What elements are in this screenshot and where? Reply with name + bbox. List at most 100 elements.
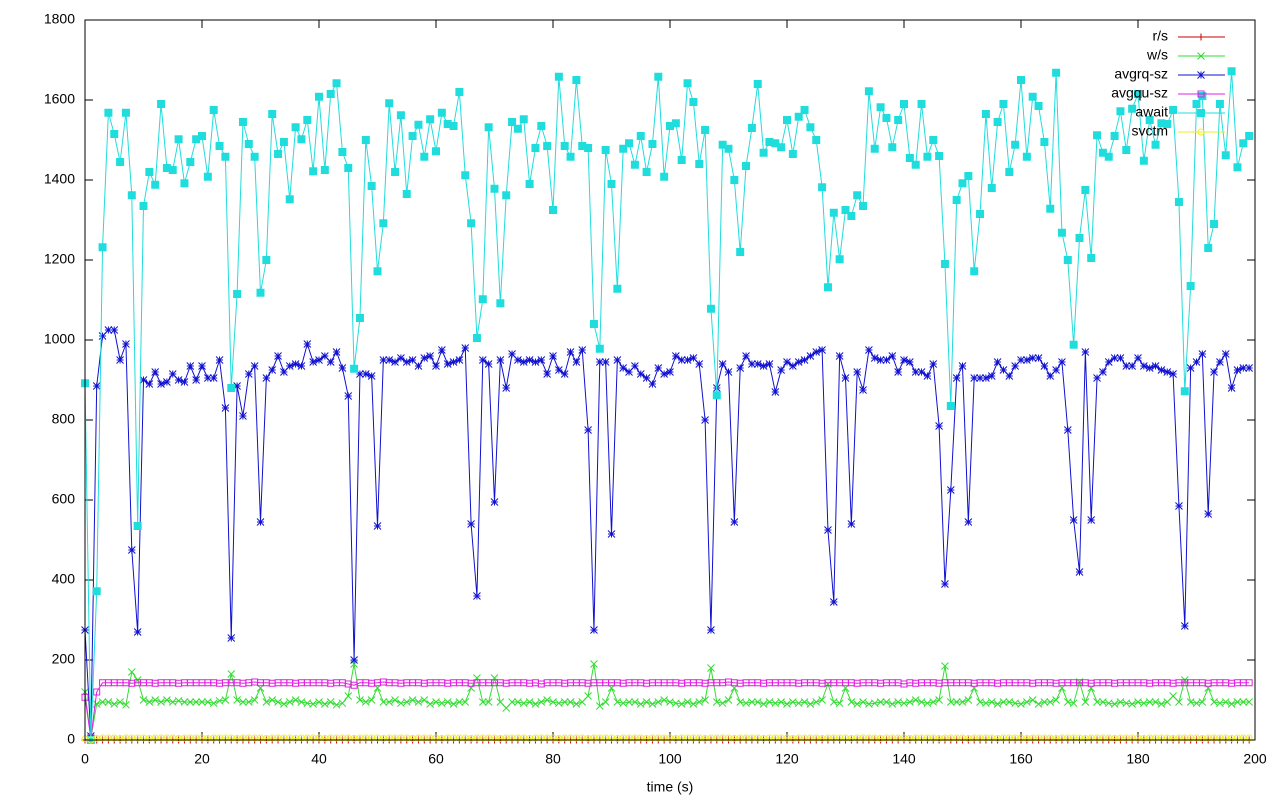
data-point: [426, 115, 435, 124]
data-point: [525, 356, 534, 364]
data-point: [806, 123, 815, 132]
data-point: [1075, 234, 1084, 242]
data-point: [812, 136, 821, 144]
data-point: [976, 374, 984, 382]
data-point: [309, 167, 318, 176]
data-point: [941, 580, 949, 588]
data-point: [736, 698, 745, 706]
data-point: [315, 698, 323, 706]
data-point: [759, 148, 768, 157]
data-point: [274, 150, 283, 158]
data-point: [244, 140, 253, 148]
data-point: [917, 698, 926, 706]
data-point: [1034, 700, 1043, 708]
data-point: [777, 698, 786, 706]
data-point: [572, 358, 581, 366]
data-point: [221, 404, 230, 412]
data-point: [888, 700, 897, 708]
x-tick-label: 80: [545, 751, 561, 767]
data-point: [338, 364, 347, 372]
data-point: [256, 518, 265, 526]
data-point: [578, 698, 587, 706]
data-point: [1128, 700, 1137, 708]
data-point: [777, 366, 786, 374]
data-point: [1069, 699, 1078, 708]
data-point: [1239, 698, 1248, 706]
data-point: [1075, 568, 1084, 576]
data-point: [227, 384, 236, 392]
data-point: [180, 698, 189, 706]
x-tick-label: 0: [81, 751, 89, 767]
data-point: [350, 681, 358, 689]
data-point: [566, 348, 575, 356]
data-point: [730, 176, 739, 184]
data-point: [666, 698, 674, 706]
data-point: [537, 698, 546, 706]
data-point: [560, 370, 569, 378]
data-point: [1110, 132, 1119, 140]
data-point: [876, 698, 885, 706]
data-point: [777, 143, 786, 152]
data-point: [356, 370, 364, 378]
data-point: [502, 191, 511, 200]
data-point: [976, 210, 985, 218]
data-point: [677, 700, 686, 708]
data-point: [397, 354, 405, 362]
data-point: [110, 326, 119, 334]
data-point: [794, 699, 803, 708]
data-point: [338, 148, 347, 156]
data-point: [244, 698, 253, 706]
data-point: [1028, 696, 1037, 704]
data-point: [350, 364, 359, 373]
data-point: [1227, 67, 1236, 76]
data-point: [361, 698, 370, 706]
data-point: [414, 698, 423, 706]
data-point: [1069, 340, 1078, 349]
data-point: [677, 156, 686, 164]
data-point: [1028, 92, 1037, 101]
data-point: [1052, 366, 1060, 374]
data-point: [660, 696, 669, 704]
x-tick-label: 120: [775, 751, 799, 767]
data-point: [268, 110, 277, 118]
data-point: [513, 124, 522, 133]
data-point: [291, 696, 300, 704]
data-point: [157, 698, 165, 706]
data-point: [952, 196, 961, 204]
data-point: [800, 356, 809, 364]
data-point: [514, 698, 522, 706]
data-point: [332, 79, 341, 88]
data-point: [215, 356, 224, 364]
data-point: [1139, 699, 1148, 708]
data-point: [1163, 120, 1172, 128]
data-point: [291, 123, 300, 132]
data-point: [344, 164, 353, 172]
y-tick-label: 1400: [44, 171, 75, 187]
data-point: [654, 72, 663, 81]
data-point: [1239, 364, 1248, 372]
data-point: [420, 696, 429, 704]
data-point: [116, 158, 125, 166]
data-point: [748, 698, 756, 706]
data-point: [508, 350, 516, 358]
data-point: [414, 120, 423, 129]
data-point: [987, 372, 996, 380]
data-point: [1034, 102, 1043, 110]
data-point: [490, 674, 499, 682]
data-point: [1052, 68, 1061, 77]
data-point: [1163, 698, 1172, 706]
data-point: [788, 150, 797, 158]
data-point: [180, 179, 189, 188]
data-point: [794, 112, 803, 121]
data-point: [514, 356, 522, 364]
data-point: [478, 698, 487, 706]
data-point: [783, 700, 791, 708]
data-point: [285, 698, 294, 706]
data-point: [1087, 516, 1096, 524]
data-point: [1005, 168, 1014, 176]
data-point: [139, 376, 148, 384]
data-point: [326, 358, 335, 366]
data-point: [449, 122, 458, 130]
data-point: [742, 162, 751, 170]
data-point: [168, 166, 177, 174]
